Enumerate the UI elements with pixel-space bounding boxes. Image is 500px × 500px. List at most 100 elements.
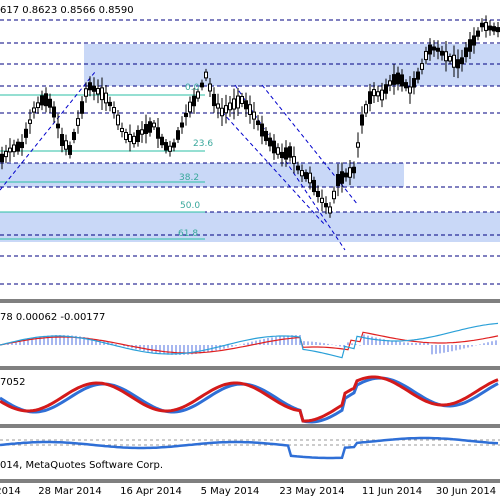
candle-body — [88, 82, 92, 91]
candle-body — [208, 83, 212, 92]
candle-body — [144, 124, 148, 134]
candle-body — [140, 129, 144, 135]
x-axis-label: 5 May 2014 — [200, 486, 260, 497]
macd-readout: 78 0.00062 -0.00177 — [0, 312, 106, 323]
candle-body — [20, 141, 24, 149]
candle-body — [308, 172, 312, 184]
candle-body — [16, 141, 20, 152]
candle-body — [176, 130, 180, 140]
candle-body — [316, 190, 320, 198]
candlesticks — [0, 15, 500, 218]
candle-body — [456, 59, 460, 69]
candle-body — [368, 91, 372, 104]
candle-body — [44, 93, 48, 107]
candle-body — [424, 50, 428, 61]
fib-label-23-6: 23.6 — [193, 139, 214, 149]
candle-body — [360, 114, 364, 126]
candle-body — [300, 170, 304, 177]
candle-body — [320, 197, 324, 203]
candle-body — [340, 171, 344, 184]
candle-body — [4, 150, 8, 158]
x-axis-label: 16 Apr 2014 — [120, 486, 182, 497]
candle-body — [160, 136, 164, 146]
candle-body — [72, 131, 76, 141]
candle-body — [496, 27, 500, 33]
candle-body — [0, 153, 4, 163]
candle-body — [108, 101, 112, 107]
candle-body — [120, 127, 124, 133]
candle-body — [412, 78, 416, 88]
candle-body — [464, 47, 468, 58]
candle-body — [356, 142, 360, 148]
candle-body — [312, 179, 316, 193]
zone-rect — [0, 212, 500, 242]
candle-body — [388, 80, 392, 86]
candle-body — [272, 140, 276, 154]
trend-line — [0, 71, 96, 191]
candle-body — [460, 57, 464, 65]
candle-body — [148, 121, 152, 133]
candle-body — [448, 55, 452, 62]
candle-body — [216, 103, 220, 109]
candle-body — [196, 91, 200, 99]
candle-body — [200, 82, 204, 88]
candle-body — [364, 104, 368, 114]
trend-line — [234, 84, 346, 251]
candle-body — [280, 151, 284, 159]
candle-body — [112, 107, 116, 113]
candle-body — [96, 88, 100, 95]
candle-body — [392, 74, 396, 85]
candle-body — [232, 98, 236, 110]
candle-body — [468, 39, 472, 52]
candle-body — [352, 166, 356, 174]
stochastic-readout: 7052 — [0, 377, 26, 388]
candle-body — [100, 87, 104, 101]
candle-body — [384, 84, 388, 94]
candle-body — [104, 92, 108, 104]
candle-body — [348, 167, 352, 178]
fib-label-0: 0.0 — [185, 83, 200, 93]
candle-body — [8, 147, 12, 153]
horizontal-levels — [0, 19, 500, 285]
candle-body — [76, 118, 80, 126]
trend-line — [221, 111, 326, 226]
candle-body — [172, 142, 176, 148]
stochastic-main-line — [0, 375, 499, 423]
candle-body — [92, 85, 96, 92]
candle-body — [256, 120, 260, 126]
candle-body — [136, 129, 140, 143]
candle-body — [488, 25, 492, 31]
candle-body — [248, 104, 252, 115]
candle-body — [192, 95, 196, 107]
candle-body — [440, 50, 444, 56]
x-axis-label: 2014 — [0, 486, 21, 497]
candle-body — [64, 140, 68, 150]
candle-body — [60, 134, 64, 146]
candle-body — [28, 119, 32, 124]
candle-body — [284, 147, 288, 160]
candle-body — [224, 105, 228, 114]
candle-body — [344, 172, 348, 178]
candle-body — [304, 172, 308, 180]
candle-body — [396, 72, 400, 85]
candle-body — [68, 145, 72, 155]
candle-body — [128, 133, 132, 143]
candle-body — [492, 26, 496, 32]
candle-body — [188, 101, 192, 113]
candle-body — [484, 22, 488, 31]
macd-main-line — [0, 322, 499, 359]
candle-body — [416, 71, 420, 80]
candle-body — [268, 137, 272, 147]
candle-body — [476, 30, 480, 37]
candle-body — [164, 142, 168, 151]
candle-body — [212, 93, 216, 107]
candle-body — [276, 147, 280, 155]
candle-body — [12, 144, 16, 153]
candle-body — [288, 146, 292, 158]
macd-signal-line — [0, 331, 499, 354]
candle-body — [408, 86, 412, 94]
x-axis-label: 28 Mar 2014 — [38, 486, 102, 497]
candle-body — [56, 123, 60, 129]
